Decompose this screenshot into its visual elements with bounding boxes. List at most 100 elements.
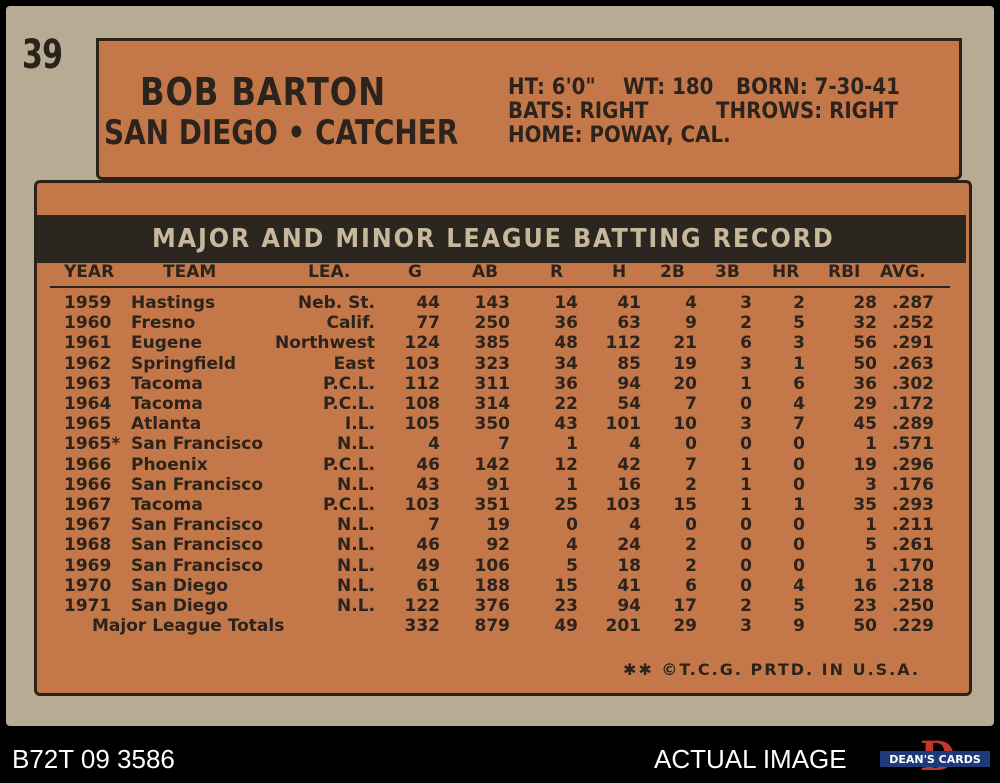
actual-image-label: ACTUAL IMAGE [654,744,847,774]
table-cell-year: 1966 [64,475,112,495]
table-cell-average: .289 [892,414,934,434]
table-cell-runs: 5 [566,556,578,576]
table-cell-league: P.C.L. [322,394,375,414]
table-cell-doubles: 17 [673,596,697,616]
table-cell-team: Tacoma [131,374,203,394]
table-cell-team: Tacoma [131,394,203,414]
table-cell-home-runs: 4 [793,576,805,596]
table-cell-games: 112 [404,374,441,394]
table-cell-rbi: 45 [853,414,877,434]
table-cell-triples: 0 [740,515,752,535]
table-cell-home-runs: 0 [793,475,805,495]
table-cell-rbi: 50 [853,354,877,374]
totals-runs: 49 [554,616,578,636]
table-cell-team: San Francisco [131,475,263,495]
table-cell-year: 1971 [64,596,112,616]
table-cell-league: N.L. [337,596,375,616]
table-cell-year: 1969 [64,556,112,576]
table-cell-average: .250 [892,596,934,616]
table-cell-year: 1961 [64,333,112,353]
table-cell-doubles: 15 [673,495,697,515]
table-cell-rbi: 1 [865,515,877,535]
table-cell-games: 44 [416,293,440,313]
table-cell-at-bats: 188 [474,576,511,596]
copyright: ✱✱ ©T.C.G. PRTD. IN U.S.A. [622,660,920,679]
table-cell-at-bats: 385 [474,333,511,353]
table-cell-triples: 6 [740,333,752,353]
table-cell-runs: 4 [566,535,578,555]
table-cell-league: N.L. [337,576,375,596]
table-cell-runs: 48 [554,333,578,353]
totals-at-bats: 879 [474,616,511,636]
totals-doubles: 29 [673,616,697,636]
table-cell-triples: 0 [740,576,752,596]
table-cell-at-bats: 7 [498,434,510,454]
table-cell-triples: 1 [740,455,752,475]
col-header-league: LEA. [308,262,351,282]
header-divider [50,286,950,288]
table-cell-hits: 94 [617,596,641,616]
totals-hits: 201 [605,616,642,636]
table-cell-home-runs: 0 [793,434,805,454]
table-cell-average: .571 [892,434,934,454]
table-cell-league: N.L. [337,475,375,495]
table-cell-triples: 0 [740,434,752,454]
table-cell-team: Springfield [131,354,237,374]
table-cell-at-bats: 311 [474,374,511,394]
table-cell-average: .296 [892,455,934,475]
table-cell-home-runs: 1 [793,495,805,515]
table-cell-hits: 24 [617,535,641,555]
totals-triples: 3 [740,616,752,636]
table-cell-home-runs: 0 [793,556,805,576]
table-cell-rbi: 36 [853,374,877,394]
table-cell-league: Calif. [326,313,375,333]
table-cell-home-runs: 1 [793,354,805,374]
table-cell-at-bats: 92 [486,535,510,555]
table-cell-runs: 14 [554,293,578,313]
table-cell-games: 46 [416,535,440,555]
table-cell-year: 1968 [64,535,112,555]
table-cell-hits: 63 [617,313,641,333]
table-cell-triples: 1 [740,475,752,495]
table-cell-league: Northwest [275,333,375,353]
table-cell-games: 61 [416,576,440,596]
table-cell-hits: 41 [617,293,641,313]
col-header-games: G [408,262,422,282]
cert-id: B72T 09 3586 [12,744,175,774]
table-cell-year: 1965* [64,434,121,454]
record-title-bar [37,215,966,263]
table-cell-triples: 0 [740,535,752,555]
table-cell-triples: 2 [740,313,752,333]
height: HT: 6'0" [508,75,596,100]
table-cell-average: .287 [892,293,934,313]
col-header-rbi: RBI [828,262,861,282]
table-cell-at-bats: 250 [474,313,511,333]
table-cell-home-runs: 0 [793,455,805,475]
table-cell-games: 77 [416,313,440,333]
table-cell-hits: 94 [617,374,641,394]
table-cell-team: Fresno [131,313,196,333]
deans-cards-logo: D DEAN'S CARDS [880,738,990,778]
table-cell-runs: 12 [554,455,578,475]
table-cell-year: 1962 [64,354,112,374]
table-cell-runs: 15 [554,576,578,596]
table-cell-doubles: 4 [685,293,697,313]
table-cell-games: 122 [404,596,441,616]
table-cell-games: 4 [428,434,440,454]
table-cell-doubles: 0 [685,515,697,535]
table-cell-doubles: 7 [685,394,697,414]
table-cell-at-bats: 142 [474,455,511,475]
table-cell-at-bats: 19 [486,515,510,535]
totals-home-runs: 9 [793,616,805,636]
table-cell-at-bats: 351 [474,495,511,515]
table-cell-hits: 4 [629,515,641,535]
table-cell-runs: 36 [554,374,578,394]
table-cell-league: N.L. [337,515,375,535]
table-cell-year: 1970 [64,576,112,596]
table-cell-runs: 36 [554,313,578,333]
col-header-runs: R [550,262,564,282]
table-cell-average: .252 [892,313,934,333]
table-cell-hits: 16 [617,475,641,495]
logo-text: DEAN'S CARDS [889,753,981,766]
table-cell-average: .263 [892,354,934,374]
